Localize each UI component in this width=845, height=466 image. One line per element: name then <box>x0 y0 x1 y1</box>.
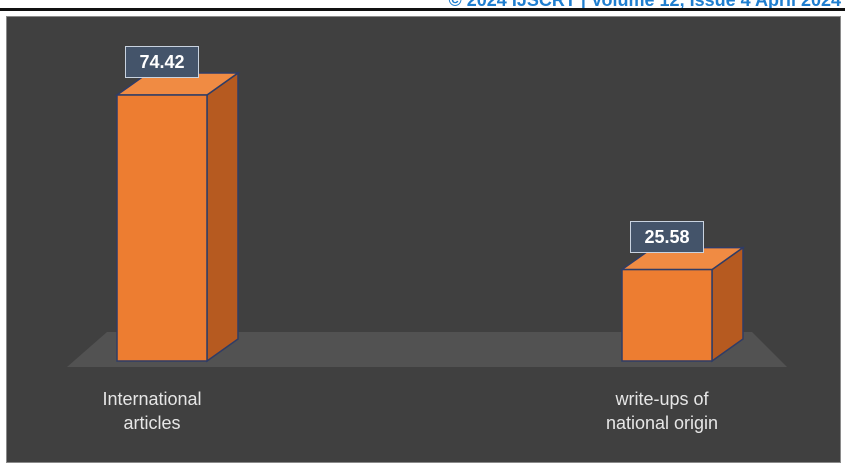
category-label-2: write-ups of national origin <box>552 387 772 435</box>
category-label-line: articles <box>123 413 181 433</box>
category-label-line: International <box>102 389 202 409</box>
chart-floor <box>67 332 787 367</box>
header-citation-text: © 2024 IJSCRT | Volume 12, Issue 4 April… <box>448 0 841 10</box>
bar-side-1 <box>206 71 239 363</box>
category-label-line: national origin <box>605 413 719 433</box>
chart-plot-area <box>67 71 787 367</box>
header-divider <box>0 8 845 11</box>
bar-2 <box>621 268 713 362</box>
data-label-2: 25.58 <box>630 220 704 253</box>
bar-1 <box>116 94 208 362</box>
page-header: © 2024 IJSCRT | Volume 12, Issue 4 April… <box>0 0 845 14</box>
bar-chart: 74.42 International articles 25.58 write-ups… <box>6 16 841 463</box>
category-label-1: International articles <box>42 387 262 435</box>
category-label-line: write-ups of <box>615 389 709 409</box>
data-label-1: 74.42 <box>125 46 199 78</box>
